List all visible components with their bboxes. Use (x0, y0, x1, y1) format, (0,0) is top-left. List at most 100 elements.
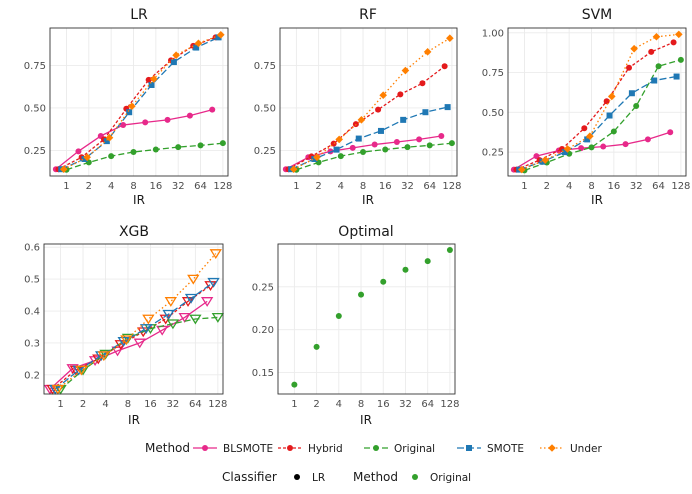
legend-label-original: Original (394, 443, 435, 455)
data-point-under (423, 48, 432, 56)
y-tick-label: 0.5 (24, 275, 40, 286)
x-tick-label: 16 (379, 181, 392, 192)
panel-title: LR (130, 7, 148, 23)
data-point-blsmote (622, 141, 629, 148)
data-point-original (197, 142, 204, 149)
legend-key-marker-original (373, 445, 379, 451)
x-tick-label: 32 (399, 399, 412, 410)
panel-xgb: XGB 1 2 4 8 16 32 64 128 0.2 0.3 0.4 0.5 0.6 IR (24, 224, 227, 427)
data-point-original (175, 144, 182, 151)
data-point-hybrid (648, 48, 655, 55)
data-point-under (142, 314, 155, 325)
y-tick-label: 0.75 (254, 61, 276, 72)
data-point-blsmote (200, 297, 214, 307)
data-point-under (652, 32, 661, 41)
data-point-smote (606, 112, 613, 119)
plot-border (277, 243, 456, 395)
data-point-hybrid (581, 125, 588, 132)
x-tick-label: 8 (588, 181, 594, 192)
data-point-smote (162, 309, 175, 320)
data-point-under (357, 116, 366, 124)
x-tick-label: 16 (377, 399, 390, 410)
data-point-original (677, 56, 684, 63)
data-point-smote (139, 324, 153, 335)
data-point-smote (444, 104, 451, 111)
legend-label-smote: SMOTE (487, 443, 524, 455)
x-tick-label: 64 (423, 181, 436, 192)
data-point-original (426, 142, 433, 149)
data-point-smote (355, 135, 362, 142)
data-point-under (75, 365, 88, 376)
plot-border (279, 27, 458, 177)
data-point-hybrid (159, 314, 172, 325)
panel-rf: RF 1 2 4 8 16 32 64 128 0.25 0.50 0.75 IR (254, 7, 462, 207)
y-tick-label: 0.75 (24, 61, 46, 72)
y-tick-label: 0.25 (482, 148, 504, 159)
data-point-blsmote (416, 136, 423, 143)
data-point-under (446, 34, 454, 43)
x-tick-label: 16 (144, 399, 157, 410)
x-tick-label: 32 (167, 399, 180, 410)
data-point-under (172, 51, 180, 60)
panel-optimal: Optimal 1 2 4 8 16 32 64 128 0.15 0.20 0.25 IR (252, 224, 460, 427)
legend-method2-title: Method (353, 470, 398, 484)
x-tick-label: 8 (130, 181, 136, 192)
x-axis-label: IR (362, 193, 374, 207)
data-point-original (337, 153, 344, 160)
plot-background (50, 28, 228, 176)
data-point-under (541, 156, 549, 164)
x-tick-label: 2 (544, 181, 550, 192)
data-point-under (149, 75, 158, 83)
data-point-original (610, 128, 617, 135)
series-line-hybrid (516, 41, 674, 171)
legend-method2-label: Original (430, 472, 471, 484)
data-point-original (402, 266, 409, 273)
data-point-under (187, 274, 200, 285)
data-point-hybrid (626, 64, 633, 71)
data-point-blsmote (438, 133, 445, 140)
data-point-smote (170, 59, 177, 66)
series-line-hybrid (288, 65, 445, 170)
data-point-smote (333, 146, 340, 153)
data-point-original (152, 146, 159, 153)
data-point-original (189, 314, 202, 325)
data-point-blsmote (133, 338, 146, 349)
data-point-blsmote (644, 136, 651, 143)
data-point-hybrid (375, 106, 382, 113)
x-tick-label: 16 (149, 181, 162, 192)
plot-area: 1 2 4 8 16 32 64 128 0.25 0.50 0.75 (254, 27, 461, 192)
data-point-smote (117, 336, 130, 347)
data-point-smote (148, 81, 155, 88)
plot-border (43, 243, 224, 395)
series-line-hybrid (52, 284, 211, 390)
series-line-under (521, 33, 679, 171)
data-point-blsmote (186, 112, 193, 119)
data-point-smote (628, 90, 635, 97)
legend-classifier-title: Classifier (222, 470, 277, 484)
series-line-under (293, 37, 451, 170)
data-point-blsmote (667, 129, 674, 136)
data-point-under (630, 44, 638, 53)
x-tick-label: 2 (315, 181, 321, 192)
data-point-original (380, 278, 387, 285)
data-point-smote (311, 155, 318, 162)
data-point-under (563, 145, 572, 153)
x-axis-label: IR (360, 413, 372, 427)
x-tick-label: 128 (442, 181, 461, 192)
data-point-under (128, 102, 136, 111)
data-point-under (164, 297, 177, 307)
data-point-original (335, 313, 342, 319)
y-tick-label: 0.50 (482, 108, 504, 119)
x-tick-label: 1 (293, 181, 299, 192)
y-tick-label: 0.50 (254, 103, 276, 114)
x-tick-label: 64 (194, 181, 207, 192)
data-point-under (209, 249, 222, 260)
data-point-smote (103, 138, 110, 145)
data-point-original (291, 381, 298, 388)
series-line-blsmote (55, 109, 213, 170)
data-point-hybrid (441, 63, 448, 70)
legend-key-marker-hybrid (287, 445, 293, 451)
x-tick-label: 4 (566, 181, 572, 192)
plot-area: 1 2 4 8 16 32 64 128 0.15 0.20 0.25 (252, 243, 459, 410)
data-point-under (401, 66, 410, 75)
